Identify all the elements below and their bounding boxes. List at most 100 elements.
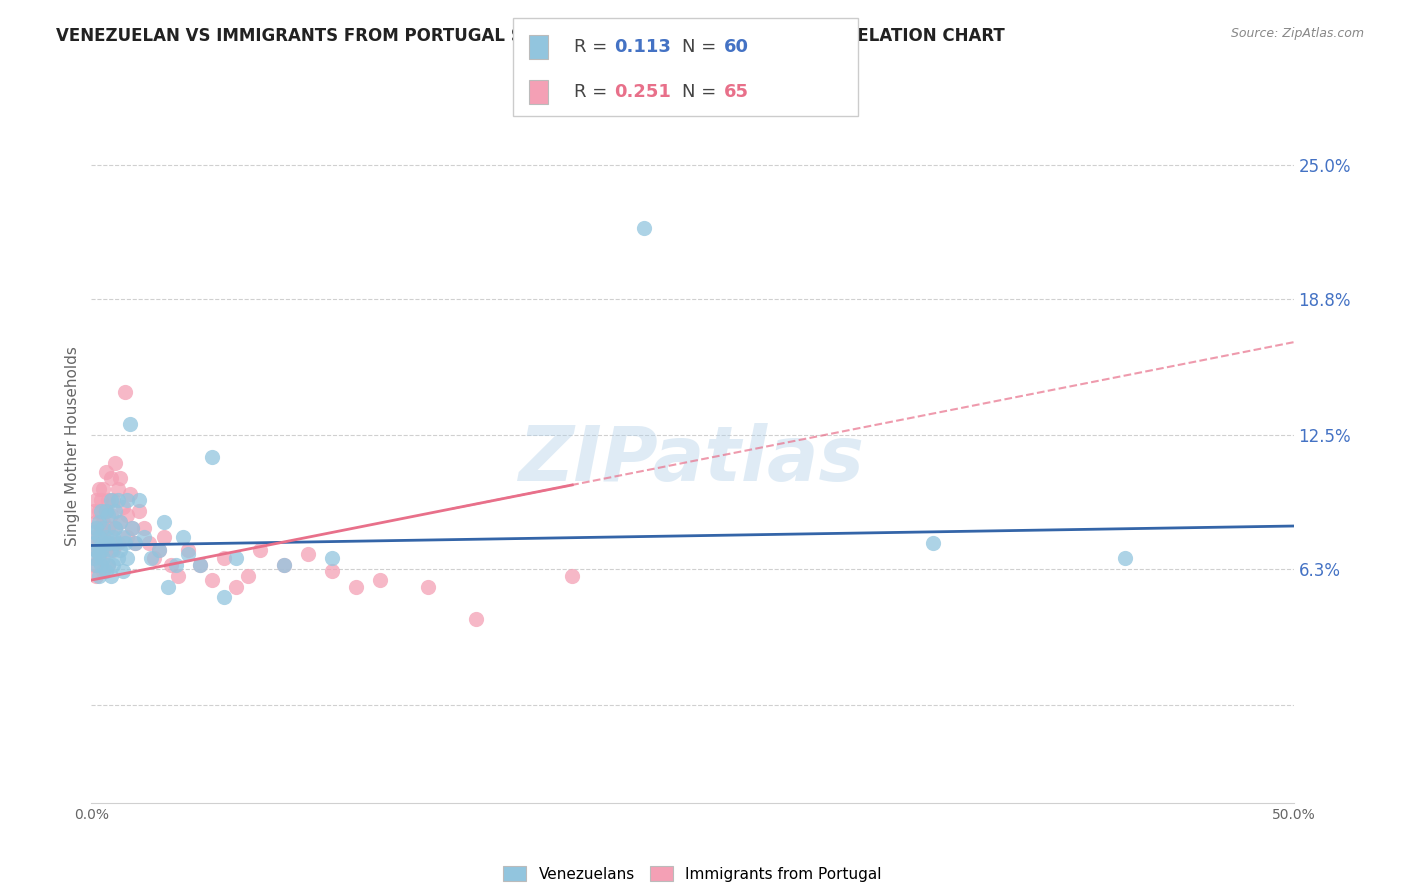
- Point: [94, 565, 117, 579]
- Point: [121, 521, 143, 535]
- Point: [465, 612, 488, 626]
- Text: 60: 60: [724, 38, 749, 56]
- Point: [172, 530, 194, 544]
- Point: [633, 220, 655, 235]
- Point: [100, 536, 122, 550]
- Point: [138, 536, 160, 550]
- Point: [93, 521, 115, 535]
- Point: [104, 456, 127, 470]
- Point: [100, 508, 122, 523]
- Point: [87, 482, 110, 496]
- Point: [157, 580, 180, 594]
- Point: [134, 530, 156, 544]
- Point: [273, 558, 295, 572]
- Point: [152, 530, 174, 544]
- Point: [176, 547, 198, 561]
- Point: [167, 568, 190, 582]
- Point: [114, 384, 136, 399]
- Point: [84, 568, 107, 582]
- Point: [87, 551, 110, 566]
- Point: [110, 542, 132, 557]
- Point: [97, 558, 120, 572]
- Point: [90, 521, 112, 535]
- Point: [188, 558, 211, 572]
- Point: [83, 558, 105, 572]
- Point: [212, 591, 235, 605]
- Text: N =: N =: [682, 38, 721, 56]
- Point: [117, 493, 139, 508]
- Point: [94, 542, 117, 557]
- Point: [128, 493, 150, 508]
- Point: [90, 493, 112, 508]
- Point: [94, 465, 117, 479]
- Text: R =: R =: [574, 38, 613, 56]
- Point: [104, 521, 127, 535]
- Point: [249, 542, 271, 557]
- Text: N =: N =: [682, 83, 721, 101]
- Point: [87, 568, 110, 582]
- Point: [176, 542, 198, 557]
- Text: R =: R =: [574, 83, 613, 101]
- Point: [90, 542, 112, 557]
- Point: [93, 565, 115, 579]
- Point: [97, 536, 120, 550]
- Point: [110, 515, 132, 529]
- Point: [104, 536, 127, 550]
- Point: [344, 580, 367, 594]
- Point: [83, 525, 105, 540]
- Point: [84, 493, 107, 508]
- Point: [124, 536, 146, 550]
- Point: [110, 471, 132, 485]
- Point: [118, 486, 141, 500]
- Point: [111, 530, 134, 544]
- Point: [101, 558, 124, 572]
- Point: [83, 551, 105, 566]
- Point: [117, 508, 139, 523]
- Point: [107, 493, 129, 508]
- Point: [83, 530, 105, 544]
- Text: Source: ZipAtlas.com: Source: ZipAtlas.com: [1230, 27, 1364, 40]
- Point: [107, 551, 129, 566]
- Point: [94, 530, 117, 544]
- Point: [148, 542, 170, 557]
- Point: [83, 536, 105, 550]
- Point: [416, 580, 439, 594]
- Point: [165, 558, 187, 572]
- Point: [87, 536, 110, 550]
- Point: [97, 558, 120, 572]
- Point: [87, 504, 110, 518]
- Point: [111, 500, 134, 514]
- Point: [117, 530, 139, 544]
- Point: [104, 521, 127, 535]
- Y-axis label: Single Mother Households: Single Mother Households: [65, 346, 80, 546]
- Point: [212, 551, 235, 566]
- Point: [110, 515, 132, 529]
- Point: [118, 417, 141, 432]
- Point: [107, 536, 129, 550]
- Point: [93, 530, 115, 544]
- Point: [225, 580, 247, 594]
- Point: [100, 542, 122, 557]
- Point: [201, 450, 224, 464]
- Legend: Venezuelans, Immigrants from Portugal: Venezuelans, Immigrants from Portugal: [498, 860, 887, 888]
- Point: [100, 568, 122, 582]
- Point: [111, 565, 134, 579]
- Point: [90, 542, 112, 557]
- Point: [114, 536, 136, 550]
- Point: [97, 493, 120, 508]
- Point: [321, 551, 343, 566]
- Point: [561, 568, 583, 582]
- Point: [107, 482, 129, 496]
- Point: [87, 547, 110, 561]
- Point: [134, 521, 156, 535]
- Point: [159, 558, 181, 572]
- Point: [201, 573, 224, 587]
- Point: [90, 558, 112, 572]
- Point: [93, 482, 115, 496]
- Point: [100, 471, 122, 485]
- Point: [93, 551, 115, 566]
- Point: [90, 504, 112, 518]
- Text: VENEZUELAN VS IMMIGRANTS FROM PORTUGAL SINGLE MOTHER HOUSEHOLDS CORRELATION CHAR: VENEZUELAN VS IMMIGRANTS FROM PORTUGAL S…: [56, 27, 1005, 45]
- Text: ZIPatlas: ZIPatlas: [519, 424, 866, 497]
- Point: [84, 515, 107, 529]
